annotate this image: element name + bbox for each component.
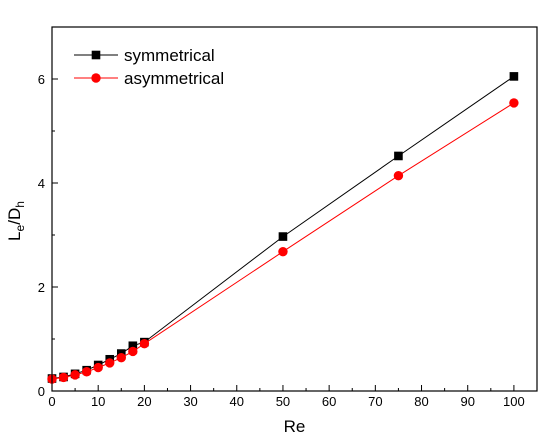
x-tick-label: 100 — [503, 394, 525, 409]
x-tick-label: 0 — [48, 394, 55, 409]
x-tick-label: 80 — [414, 394, 428, 409]
y-tick-label: 4 — [38, 176, 45, 191]
asymmetrical-line — [51, 102, 515, 380]
series-symmetrical — [47, 72, 519, 383]
x-tick-label: 70 — [368, 394, 382, 409]
x-tick-label: 20 — [137, 394, 151, 409]
y-axis-title: Le/Dh — [5, 201, 27, 241]
symmetrical-line — [51, 75, 515, 379]
x-tick-label: 90 — [460, 394, 474, 409]
legend-swatch-marker — [91, 73, 101, 83]
asymmetrical-point — [139, 338, 150, 349]
y-tick-label: 6 — [38, 72, 45, 87]
asymmetrical-point — [105, 358, 115, 368]
y-tick-label: 0 — [38, 384, 45, 399]
legend-label: symmetrical — [124, 46, 215, 65]
x-tick-label: 30 — [183, 394, 197, 409]
legend-label: asymmetrical — [124, 69, 224, 88]
asymmetrical-point — [116, 353, 126, 363]
x-tick-label: 50 — [276, 394, 290, 409]
x-tick-label: 60 — [322, 394, 336, 409]
series-asymmetrical — [47, 98, 519, 384]
symmetrical-point — [128, 341, 138, 351]
asymmetrical-point — [93, 362, 103, 373]
asymmetrical-point — [393, 171, 404, 181]
asymmetrical-point — [128, 346, 138, 357]
tick-layer: 0 10 20 30 40 50 60 70 80 90 100 0 2 4 6 — [38, 26, 525, 409]
y-tick-label: 2 — [38, 280, 45, 295]
symmetrical-point — [394, 151, 403, 161]
x-axis-title: Re — [284, 417, 306, 436]
asymmetrical-point — [81, 367, 92, 377]
asymmetrical-point — [509, 98, 519, 108]
series-layer — [47, 72, 519, 384]
plot-frame — [51, 26, 538, 392]
x-tick-label: 40 — [230, 394, 244, 409]
asymmetrical-point — [58, 372, 69, 383]
legend-swatch-marker — [91, 50, 101, 60]
symmetrical-point — [278, 232, 288, 241]
asymmetrical-point — [70, 370, 80, 380]
x-tick-label: 10 — [91, 394, 105, 409]
legend-item-symmetrical: symmetrical — [74, 46, 215, 65]
symmetrical-point — [509, 72, 519, 81]
legend: symmetrical asymmetrical — [74, 46, 224, 88]
legend-item-asymmetrical: asymmetrical — [74, 69, 224, 88]
asymmetrical-point — [278, 246, 288, 257]
